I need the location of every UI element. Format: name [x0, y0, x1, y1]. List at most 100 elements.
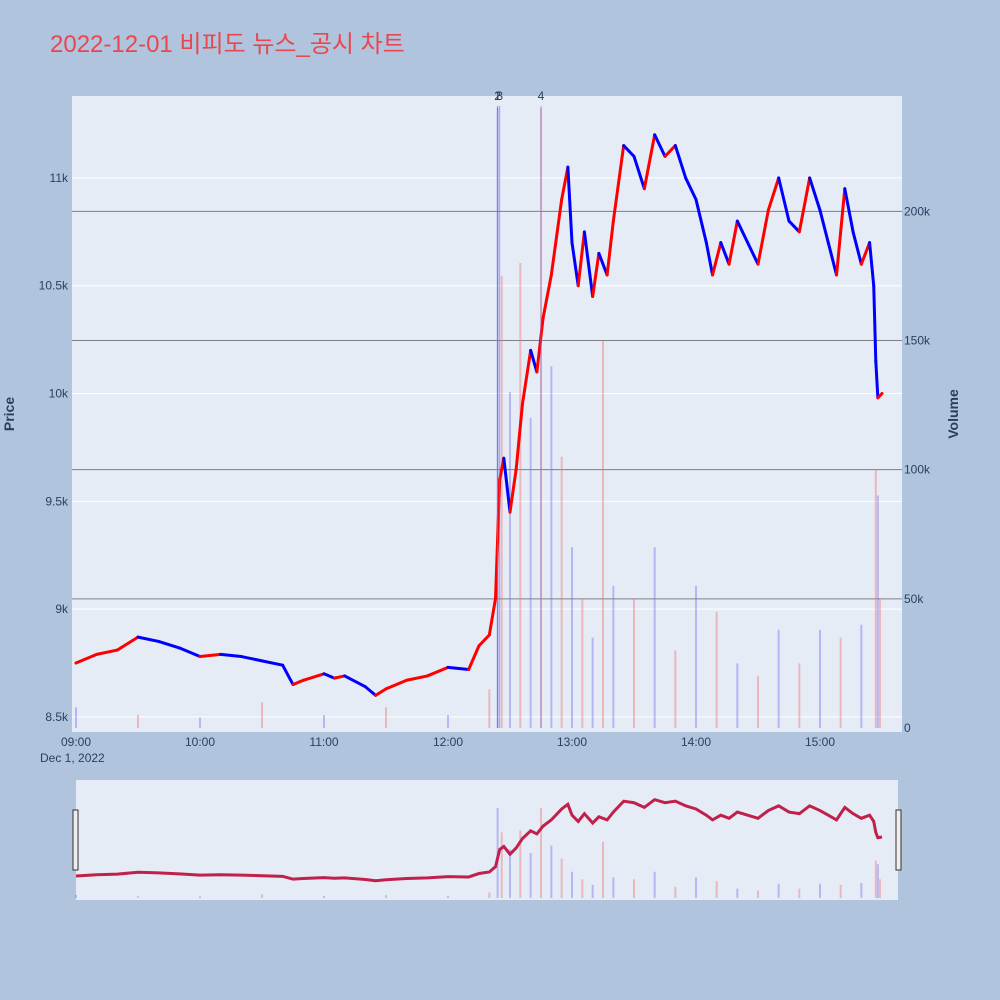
range-slider-volume-bar — [500, 832, 503, 898]
volume-bar — [500, 275, 503, 728]
range-slider[interactable] — [72, 780, 902, 900]
volume-bar — [674, 650, 677, 728]
volume-tick-label: 100k — [904, 463, 931, 477]
candlestick — [281, 663, 295, 687]
candlestick — [818, 208, 830, 245]
candlestick — [653, 133, 667, 158]
candlestick — [843, 187, 855, 234]
candlestick — [239, 655, 264, 663]
range-slider-volume-bar — [550, 845, 553, 898]
candlestick — [115, 635, 140, 652]
range-slider-volume-bar — [199, 896, 201, 898]
range-slider-volume-bar — [519, 830, 522, 898]
range-slider-volume-bar — [819, 883, 821, 898]
range-slider-volume-bar — [874, 860, 877, 898]
candlestick — [514, 402, 524, 471]
price-tick-label: 8.5k — [45, 710, 69, 724]
range-slider-volume-bar — [612, 877, 615, 898]
price-tick-label: 9.5k — [45, 494, 69, 508]
annotation-label: 4 — [538, 89, 545, 103]
candlestick — [322, 672, 336, 680]
volume-bar — [602, 340, 604, 728]
candlestick — [684, 176, 698, 201]
volume-bar — [878, 598, 881, 728]
volume-bar — [550, 366, 553, 728]
candlestick — [535, 316, 545, 374]
candlestick — [405, 674, 429, 682]
candlestick — [808, 176, 822, 212]
main-plot-background — [72, 96, 902, 732]
candlestick — [851, 230, 863, 266]
volume-bar — [757, 676, 759, 728]
candlestick — [874, 359, 880, 400]
volume-bar — [488, 689, 491, 728]
candlestick — [766, 176, 781, 212]
price-tick-label: 10.5k — [39, 279, 69, 293]
candlestick — [291, 678, 305, 687]
volume-bar — [571, 547, 573, 728]
candlestick — [541, 273, 553, 320]
volume-axis-title: Volume — [945, 389, 961, 439]
candlestick — [756, 208, 770, 266]
volume-axis: 0 50k 100k 150k 200k — [904, 204, 931, 735]
price-grid — [72, 177, 902, 718]
candlestick — [260, 659, 285, 667]
volume-bar — [653, 547, 656, 728]
range-slider-volume-bar — [447, 896, 449, 898]
candlestick — [868, 241, 876, 288]
candlestick — [777, 176, 791, 223]
candlestick — [136, 635, 161, 643]
date-label: Dec 1, 2022 — [40, 751, 105, 765]
range-slider-volume-bar — [488, 892, 491, 898]
candlestick — [570, 241, 580, 288]
time-tick-label: 11:00 — [309, 735, 338, 749]
volume-tick-label: 200k — [904, 204, 931, 218]
range-slider-volume-bar — [529, 853, 532, 898]
candlestick — [219, 652, 243, 659]
candlestick — [157, 639, 181, 650]
range-slider-volume-bar — [75, 895, 77, 898]
range-slider-volume-bar — [633, 879, 635, 898]
range-slider-left-handle[interactable] — [72, 809, 79, 871]
range-slider-right-handle[interactable] — [895, 809, 902, 871]
volume-bar — [75, 707, 77, 728]
volume-bar — [385, 707, 387, 728]
volume-bar — [633, 598, 635, 728]
candlestick — [425, 665, 450, 678]
range-slider-volume-bar — [876, 864, 879, 898]
volume-bar — [447, 715, 449, 728]
candlestick — [198, 652, 223, 659]
candlestick — [332, 674, 347, 680]
candlestick — [735, 219, 750, 245]
volume-bar — [798, 663, 801, 728]
range-slider-volume-bar — [798, 888, 801, 898]
range-slider-volume-bar — [540, 808, 542, 898]
time-tick-label: 10:00 — [185, 735, 215, 749]
time-axis: 09:00 10:00 11:00 12:00 13:00 14:00 15:00 — [61, 735, 835, 749]
candlestick — [787, 219, 801, 234]
range-slider-volume-bar — [736, 888, 739, 898]
candlestick — [642, 133, 657, 191]
candlestick — [477, 633, 491, 648]
candlestick — [520, 348, 533, 406]
candlestick — [591, 251, 601, 299]
range-slider-background — [76, 780, 898, 900]
volume-bar — [261, 702, 263, 728]
candlestick — [876, 392, 884, 400]
volume-bar — [715, 611, 718, 728]
candlestick — [582, 230, 595, 299]
price-tick-label: 11k — [50, 171, 69, 185]
volume-bar — [777, 629, 780, 728]
chart-title: 2022-12-01 비피도 뉴스_공시 차트 — [50, 31, 405, 58]
range-slider-volume-bar — [878, 879, 881, 898]
range-slider-volume-bar — [777, 883, 780, 898]
volume-bar — [819, 629, 821, 728]
volume-bar — [695, 585, 697, 728]
range-slider-volume-bar — [323, 896, 325, 898]
volume-bar — [137, 715, 139, 728]
annotation-label: 2 — [494, 89, 501, 103]
candlestick — [673, 144, 688, 180]
volume-bar — [874, 469, 877, 728]
candlesticks — [74, 133, 884, 697]
